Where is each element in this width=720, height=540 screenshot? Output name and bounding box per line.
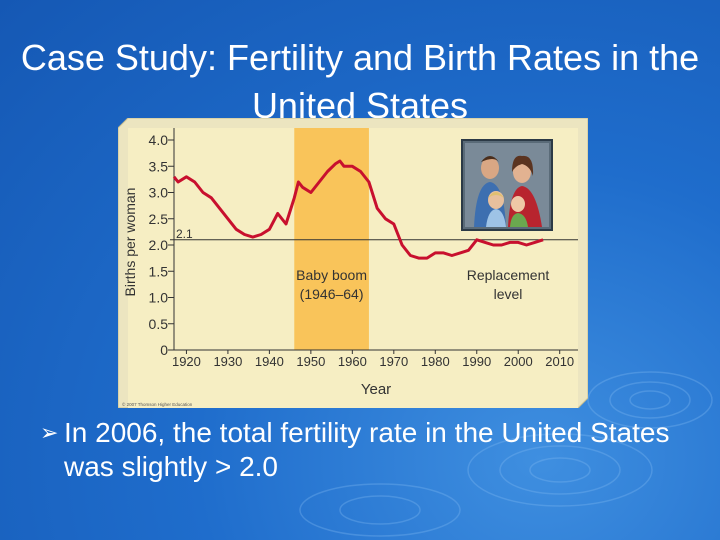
father-hair bbox=[481, 156, 499, 162]
x-tick-label: 2010 bbox=[545, 354, 574, 369]
child-one-body bbox=[486, 209, 506, 227]
replacement-tick-label: 2.1 bbox=[176, 227, 193, 241]
y-tick-label: 3.0 bbox=[149, 185, 169, 201]
fertility-rate-line bbox=[172, 159, 544, 260]
y-axis-label: Births per woman bbox=[122, 188, 138, 297]
y-tick-label: 1.5 bbox=[149, 263, 169, 279]
chart-credit: © 2007 Thomson Higher Education bbox=[122, 401, 193, 407]
x-tick-label: 1960 bbox=[338, 354, 367, 369]
slide-title: Case Study: Fertility and Birth Rates in… bbox=[20, 37, 700, 126]
father-head bbox=[481, 157, 499, 179]
child-one-hair bbox=[488, 192, 504, 198]
y-tick-label: 0 bbox=[160, 342, 168, 358]
y-tick-label: 1.0 bbox=[149, 290, 169, 306]
bullet-arrow-icon: ➢ bbox=[40, 420, 59, 445]
y-tick-label: 4.0 bbox=[149, 132, 169, 148]
y-tick-label: 0.5 bbox=[149, 316, 169, 332]
replacement-annotation-line2: level bbox=[494, 286, 523, 302]
x-tick-label: 1930 bbox=[213, 354, 242, 369]
child-two-body bbox=[510, 213, 528, 227]
y-tick-label: 2.0 bbox=[149, 237, 169, 253]
x-tick-label: 1940 bbox=[255, 354, 284, 369]
x-tick-label: 1920 bbox=[172, 354, 201, 369]
mother-hair bbox=[512, 155, 534, 176]
fertility-chart: 2.1 0 0.5 1.0 1.5 2.0 2.5 3.0 3.5 4.0 1920 1930 1940… bbox=[118, 118, 588, 408]
mother-head bbox=[513, 161, 531, 183]
baby-boom-years-label: (1946–64) bbox=[300, 286, 364, 302]
x-tick-label: 1980 bbox=[421, 354, 450, 369]
x-tick-label: 1950 bbox=[296, 354, 325, 369]
x-axis-label: Year bbox=[361, 381, 391, 398]
child-two-head bbox=[511, 196, 525, 212]
baby-boom-band bbox=[294, 128, 369, 350]
y-tick-label: 2.5 bbox=[149, 211, 169, 227]
x-tick-label: 1970 bbox=[379, 354, 408, 369]
x-tick-label: 1990 bbox=[462, 354, 491, 369]
replacement-annotation-line1: Replacement bbox=[467, 267, 550, 283]
family-photo bbox=[461, 139, 553, 231]
baby-boom-label: Baby boom bbox=[296, 267, 367, 283]
y-tick-label: 3.5 bbox=[149, 158, 169, 174]
bullet-text: In 2006, the total fertility rate in the… bbox=[64, 417, 670, 482]
x-tick-label: 2000 bbox=[504, 354, 533, 369]
